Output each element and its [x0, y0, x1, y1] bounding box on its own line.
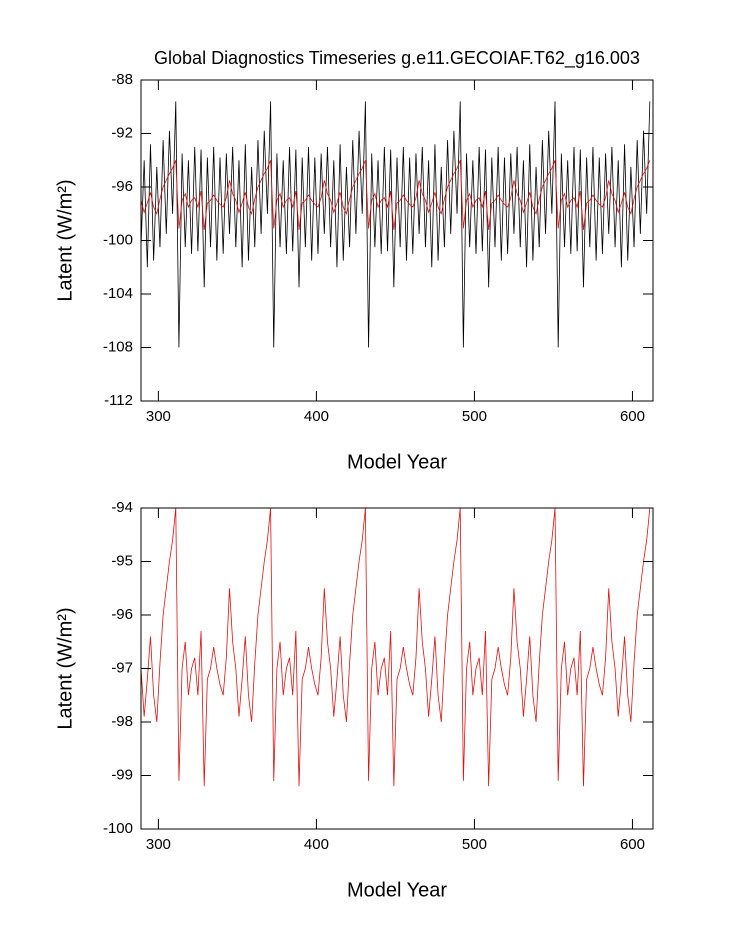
y-tick-label: -104 [103, 285, 133, 302]
y-tick-label: -97 [111, 659, 133, 676]
y-tick-label: -96 [111, 178, 133, 195]
x-tick-label: 300 [146, 836, 171, 853]
y-tick-label: -98 [111, 713, 133, 730]
series-line [140, 160, 651, 230]
x-tick-label: 600 [620, 836, 645, 853]
x-tick-label: 300 [146, 408, 171, 425]
y-axis-label: Latent (W/m²) [54, 179, 76, 301]
plot-frame [140, 507, 654, 830]
x-axis-label: Model Year [347, 451, 447, 473]
y-tick-label: -100 [103, 820, 133, 837]
y-tick-label: -88 [111, 71, 133, 88]
x-tick-label: 500 [462, 408, 487, 425]
y-axis-label: Latent (W/m²) [54, 607, 76, 729]
y-tick-label: -99 [111, 766, 133, 783]
y-tick-label: -94 [111, 499, 133, 516]
x-tick-label: 400 [304, 408, 329, 425]
y-tick-label: -96 [111, 606, 133, 623]
y-tick-label: -95 [111, 552, 133, 569]
y-tick-label: -112 [104, 392, 133, 409]
x-tick-label: 400 [304, 836, 329, 853]
series-line [140, 507, 651, 787]
series-line [140, 101, 651, 348]
y-tick-label: -108 [103, 338, 133, 355]
x-tick-label: 600 [620, 408, 645, 425]
chart-title: Global Diagnostics Timeseries g.e11.GECO… [154, 48, 640, 69]
y-tick-label: -92 [111, 124, 133, 141]
x-axis-label: Model Year [347, 879, 447, 901]
x-tick-label: 500 [462, 836, 487, 853]
y-tick-label: -100 [103, 231, 133, 248]
